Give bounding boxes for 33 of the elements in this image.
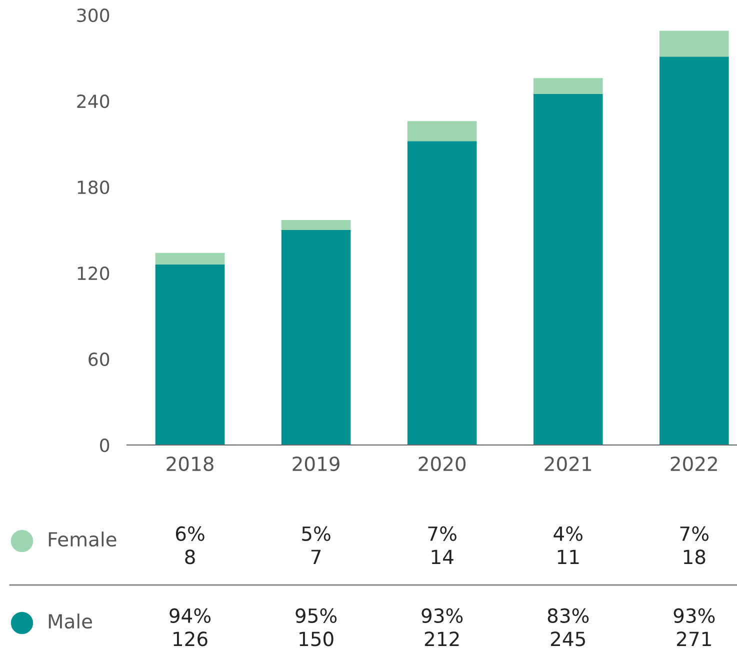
- y-tick-label: 120: [78, 266, 110, 280]
- x-tick-label: 2019: [292, 456, 340, 472]
- x-tick-label: 2022: [670, 456, 717, 472]
- data-label: 7% 18: [680, 526, 708, 564]
- legend-label: Female: [48, 532, 116, 547]
- y-tick-label: 300: [77, 8, 110, 22]
- data-label: 94% 126: [170, 608, 211, 646]
- data-label: 7% 14: [428, 526, 456, 564]
- y-tick-label: 180: [78, 180, 110, 194]
- x-tick-label: 2020: [418, 456, 466, 472]
- y-tick-label: 60: [88, 352, 110, 366]
- bar: [407, 141, 477, 445]
- bar: [659, 30, 729, 57]
- bar: [155, 264, 225, 445]
- data-label: 6% 8: [176, 526, 204, 564]
- data-label: 95% 150: [296, 608, 337, 646]
- data-label: 5% 7: [302, 526, 330, 564]
- bar: [281, 230, 351, 445]
- bar: [281, 220, 351, 230]
- bar: [533, 78, 603, 94]
- x-tick-label: 2018: [166, 456, 214, 472]
- bar: [533, 94, 603, 445]
- data-label: 93% 212: [422, 608, 463, 646]
- bar: [659, 56, 729, 445]
- data-label: 93% 271: [674, 608, 715, 646]
- legend-label: Male: [48, 614, 92, 629]
- data-label: 4% 11: [554, 526, 582, 564]
- y-tick-label: 240: [77, 94, 110, 108]
- bar: [407, 121, 477, 142]
- x-tick-label: 2021: [544, 456, 592, 472]
- y-tick-label: 0: [100, 438, 110, 452]
- data-label: 83% 245: [548, 608, 589, 646]
- bar: [155, 252, 225, 264]
